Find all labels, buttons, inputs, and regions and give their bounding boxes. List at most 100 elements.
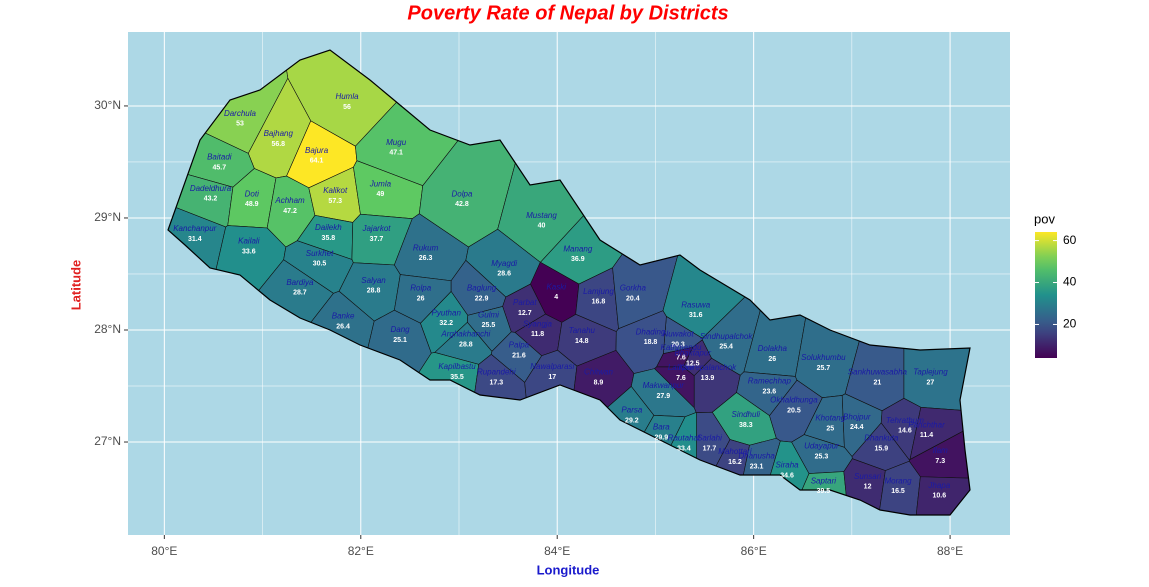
country-outline (167, 49, 971, 516)
legend-title: pov (1034, 211, 1055, 226)
district-name: Jhapa (927, 481, 950, 490)
district-name: Kalikot (323, 186, 348, 195)
district-name: Parsa (621, 406, 642, 415)
district-name: Humla (335, 92, 359, 101)
district-name: Jumla (369, 179, 392, 188)
district-value: 28.8 (367, 288, 381, 295)
district-name: Sarlahi (697, 434, 722, 443)
district-name: Sindhupalchok (700, 332, 753, 341)
district-value: 56.8 (271, 141, 285, 148)
district-value: 11.4 (920, 432, 933, 439)
district-value: 40 (538, 223, 546, 230)
district-name: Makwanpur (643, 381, 685, 390)
district-value: 25 (826, 425, 834, 432)
district-value: 21 (874, 379, 882, 386)
x-tick-label: 80°E (151, 544, 177, 558)
district-value: 57.3 (328, 198, 342, 205)
district-value: 43.2 (204, 196, 218, 203)
district-name: Panchthar (908, 420, 945, 429)
district-value: 32.2 (439, 320, 453, 327)
district-name: Bhaktapur (675, 349, 712, 358)
legend-tick-label: 40 (1063, 275, 1077, 289)
district-value: 28.6 (497, 271, 511, 278)
district-name: Baitadi (207, 153, 232, 162)
district-name: Kailali (238, 237, 260, 246)
district-value: 34.6 (780, 472, 794, 479)
district-value: 13.9 (701, 375, 715, 382)
legend-colorbar (1035, 232, 1057, 358)
district-value: 12.7 (518, 310, 532, 317)
district-value: 16.5 (891, 488, 905, 495)
district-name: Kaski (546, 282, 566, 291)
district-name: Manang (563, 244, 592, 253)
district-name: Banke (332, 312, 355, 321)
district-labels: Humla 56 Darchula 53 Bajhang 56.8 Bajura 64.1 Mu… (173, 92, 951, 499)
district-value: 64.1 (310, 158, 324, 165)
district-name: Solukhumbu (801, 353, 846, 362)
district-value: 22.9 (475, 295, 489, 302)
y-tick-label: 29°N (94, 210, 121, 224)
district-value: 27.9 (656, 393, 670, 400)
x-axis-label: Longitude (537, 562, 600, 577)
chart-title: Poverty Rate of Nepal by Districts (407, 2, 728, 24)
district-name: Kathmandu (661, 343, 702, 352)
district-value: 4 (554, 294, 558, 301)
district-value: 27 (927, 379, 935, 386)
district-name: Chitwan (584, 368, 613, 377)
district-name: Rautahat (668, 434, 701, 443)
district-value: 25.4 (719, 344, 733, 351)
district-value: 35.8 (322, 235, 336, 242)
district-name: Salyan (361, 276, 386, 285)
district-value: 11.8 (531, 331, 544, 338)
district-name: Dhanusha (738, 452, 775, 461)
district-name: Taplejung (913, 368, 948, 377)
district-value: 18.8 (644, 339, 658, 346)
district-name: Dang (391, 325, 411, 334)
district-name: Bara (653, 423, 670, 432)
district-value: 47.2 (283, 208, 297, 215)
x-tick-label: 84°E (544, 544, 570, 558)
x-tick-label: 86°E (741, 544, 767, 558)
district-value: 14.8 (575, 338, 589, 345)
district-name: Arghakhanchi (440, 330, 490, 339)
district-value: 29.2 (625, 417, 639, 424)
district-value: 24.4 (850, 424, 864, 431)
district-name: Rolpa (410, 284, 431, 293)
district-value: 7.6 (676, 355, 686, 362)
x-tick-label: 88°E (937, 544, 963, 558)
district-value: 23.1 (750, 463, 764, 470)
district-name: Syangja (523, 319, 552, 328)
district-name: Tanahu (569, 326, 596, 335)
district-value: 20.4 (626, 295, 640, 302)
district-value: 38.3 (739, 422, 753, 429)
district-name: Dadeldhura (190, 184, 232, 193)
district-value: 8.9 (594, 379, 604, 386)
district-name: Tehrathum (886, 416, 924, 425)
district-value: 28.7 (293, 290, 307, 297)
district-name: Saptari (811, 476, 837, 485)
district-name: Darchula (224, 109, 257, 118)
district-name: Dhading (636, 327, 666, 336)
district-name: Dailekh (315, 223, 342, 232)
district-name: Udayapur (804, 442, 839, 451)
district-name: Rasuwa (681, 300, 710, 309)
district-value: 16.2 (728, 459, 742, 466)
district-name: Dolpa (451, 190, 472, 199)
district-name: Baglung (467, 284, 497, 293)
district-value: 42.8 (455, 201, 469, 208)
district-value: 53 (236, 121, 244, 128)
district-value: 45.7 (213, 164, 227, 171)
district-name: Kavrepalanchok (679, 363, 737, 372)
district-name: Mustang (526, 211, 557, 220)
district-value: 10.6 (932, 493, 946, 500)
district-name: Bajura (305, 146, 329, 155)
district-value: 26 (768, 356, 776, 363)
district-value: 7.6 (676, 375, 686, 382)
district-name: Kanchanpur (173, 224, 216, 233)
district-value: 30.5 (313, 261, 327, 268)
legend-tick-label: 60 (1063, 233, 1077, 247)
y-axis-label: Latitude (68, 260, 83, 311)
district-value: 49 (377, 191, 385, 198)
district-name: Mahottari (718, 447, 752, 456)
y-tick-label: 30°N (94, 98, 121, 112)
